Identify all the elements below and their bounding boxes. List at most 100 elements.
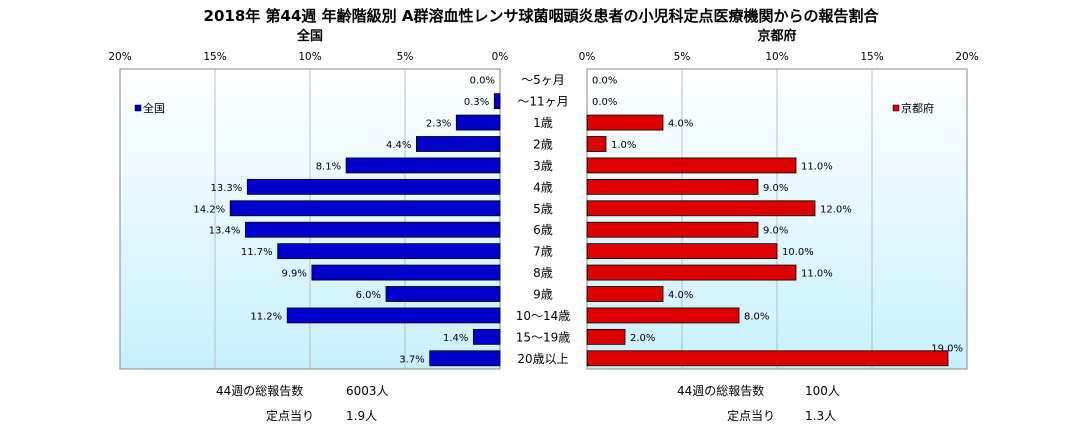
national-legend-swatch [134, 104, 142, 112]
age-category-label: 10～14歳 [516, 309, 571, 323]
national-data-label: 3.7% [399, 354, 424, 365]
national-bar [493, 93, 501, 110]
national-legend-label: 全国 [143, 101, 165, 115]
kyoto-legend: 京都府 [892, 101, 934, 115]
kyoto-total-value: 100人 [805, 384, 840, 398]
kyoto-bar [586, 243, 778, 260]
age-category-label: 7歳 [533, 245, 553, 259]
age-category-label: 3歳 [533, 159, 553, 173]
footer-kyoto: 44週の総報告数 100人 定点当り 1.3人 [677, 383, 840, 423]
national-bar [244, 221, 501, 238]
national-bar [415, 136, 501, 152]
national-tick-label: 0% [492, 51, 509, 63]
kyoto-per-label: 定点当り [727, 408, 775, 423]
national-bar [455, 114, 501, 131]
footer-national: 44週の総報告数 6003人 定点当り 1.9人 [216, 383, 389, 423]
right-subtitle: 京都府 [757, 28, 796, 44]
national-tick-label: 15% [203, 51, 226, 63]
kyoto-bar [586, 307, 740, 324]
age-category-label: 15～19歳 [516, 330, 571, 344]
kyoto-bar [586, 328, 626, 345]
age-category-label: 5歳 [533, 202, 553, 216]
chart-title: 2018年 第44週 年齢階級別 A群溶血性レンサ球菌咽頭炎患者の小児科定点医療… [204, 7, 880, 25]
kyoto-data-label: 4.0% [668, 290, 693, 301]
kyoto-data-label: 10.0% [782, 247, 814, 258]
national-data-label: 2.3% [426, 119, 451, 130]
kyoto-data-label: 0.0% [592, 97, 617, 108]
kyoto-panel: 0% 5% 10% 15% 20% 0.0% 0.0% 4.0% 1.0% 11.0% 9.0% 12… [579, 51, 979, 370]
kyoto-data-label: 8.0% [744, 311, 769, 322]
age-category-label: 2歳 [533, 138, 553, 152]
age-category-label: ～5ヶ月 [521, 73, 565, 87]
national-data-label: 13.4% [209, 226, 241, 237]
national-tick-label: 5% [397, 51, 414, 63]
national-data-label: 11.2% [250, 311, 282, 322]
national-total-label: 44週の総報告数 [216, 383, 303, 398]
national-bar [286, 307, 501, 324]
kyoto-bar [586, 350, 949, 367]
national-bar [472, 328, 501, 345]
national-data-label: 9.9% [281, 269, 306, 280]
kyoto-data-label: 12.0% [820, 204, 852, 215]
national-bar [277, 243, 501, 260]
age-category-label: 6歳 [533, 223, 553, 237]
national-data-label: 11.7% [241, 247, 273, 258]
national-data-label: 1.4% [443, 333, 468, 344]
kyoto-tick-label: 10% [765, 51, 788, 63]
kyoto-data-label: 4.0% [668, 119, 693, 130]
kyoto-tick-label: 15% [860, 51, 883, 63]
kyoto-data-label: 11.0% [801, 269, 833, 280]
age-category-label: 1歳 [533, 116, 553, 130]
age-category-label: 8歳 [533, 266, 553, 280]
kyoto-tick-label: 0% [579, 51, 596, 63]
national-total-value: 6003人 [346, 384, 389, 398]
age-category-label: 20歳以上 [517, 352, 568, 366]
kyoto-total-label: 44週の総報告数 [677, 383, 764, 398]
national-bar [385, 286, 501, 302]
national-per-value: 1.9人 [346, 409, 377, 423]
kyoto-bar [586, 136, 607, 152]
kyoto-bar [586, 286, 664, 302]
kyoto-bar [586, 178, 759, 195]
national-tick-label: 10% [298, 51, 321, 63]
national-data-label: 8.1% [316, 161, 341, 172]
kyoto-bar [586, 157, 797, 174]
kyoto-data-label: 9.0% [763, 183, 788, 194]
national-data-label: 4.4% [386, 140, 411, 151]
kyoto-tick-label: 20% [955, 51, 978, 63]
kyoto-bar [586, 264, 797, 281]
age-category-label: ～11ヶ月 [517, 95, 568, 109]
national-legend: 全国 [134, 101, 165, 115]
kyoto-data-label: 11.0% [801, 161, 833, 172]
kyoto-data-label: 2.0% [630, 333, 655, 344]
national-bar [429, 350, 501, 367]
left-subtitle: 全国 [296, 28, 323, 44]
national-bar [229, 200, 501, 217]
kyoto-bar [586, 114, 664, 131]
kyoto-bar [586, 221, 759, 238]
kyoto-data-label: 19.0% [931, 343, 963, 354]
age-category-label: 4歳 [533, 180, 553, 194]
kyoto-per-value: 1.3人 [805, 409, 836, 423]
age-category-label: 9歳 [533, 288, 553, 302]
national-bar [246, 178, 501, 195]
kyoto-data-label: 1.0% [611, 140, 636, 151]
national-data-label: 0.0% [470, 76, 495, 87]
kyoto-bar [586, 200, 816, 217]
national-per-label: 定点当り [266, 408, 314, 423]
kyoto-data-label: 0.0% [592, 76, 617, 87]
kyoto-legend-label: 京都府 [901, 101, 934, 115]
national-tick-label: 20% [108, 51, 131, 63]
national-data-label: 14.2% [193, 204, 225, 215]
national-bar [345, 157, 501, 174]
kyoto-tick-label: 5% [674, 51, 691, 63]
national-panel: 20% 15% 10% 5% 0% 0.0% 0.3% 2.3% 4.4% 8.1% 13.3% 14… [108, 51, 509, 370]
national-data-label: 0.3% [464, 97, 489, 108]
national-data-label: 13.3% [211, 183, 243, 194]
kyoto-data-label: 9.0% [763, 226, 788, 237]
kyoto-legend-swatch [892, 104, 900, 112]
national-data-label: 6.0% [356, 290, 381, 301]
age-category-labels: ～5ヶ月 ～11ヶ月 1歳 2歳 3歳 4歳 5歳 6歳 7歳 8歳 9歳 10～14歳 15～19歳 2… [516, 73, 571, 366]
national-bar [311, 264, 501, 281]
